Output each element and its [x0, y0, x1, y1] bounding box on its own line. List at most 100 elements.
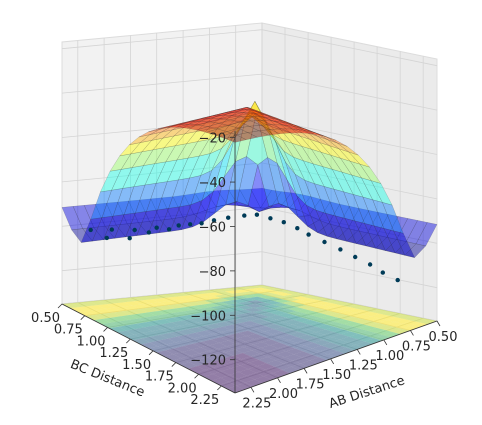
contour-cell	[348, 304, 366, 309]
contour-cell	[314, 305, 332, 310]
surface-facet	[237, 106, 259, 113]
contour-cell	[203, 299, 221, 304]
surface-facet	[273, 120, 295, 127]
contour-cell	[132, 338, 150, 345]
contour-cell	[272, 303, 290, 307]
contour-cell	[187, 327, 205, 333]
contour-cell	[299, 298, 317, 302]
contour-cell	[266, 294, 284, 298]
contour-cell	[200, 345, 218, 351]
contour-cell	[306, 303, 324, 308]
contour-cell	[208, 314, 226, 319]
surface-facet	[298, 129, 320, 143]
contour-cell	[195, 330, 213, 337]
trajectory-point	[254, 212, 260, 217]
trajectory-point	[154, 225, 159, 230]
contour-cell	[165, 348, 183, 355]
surface-facet	[226, 127, 249, 136]
surface-facet	[283, 150, 306, 181]
contour-cell	[199, 351, 217, 358]
contour-cell	[259, 289, 277, 293]
trajectory	[88, 212, 400, 283]
contour-cell	[216, 352, 234, 359]
surface-facet	[174, 131, 197, 146]
bc-tick	[217, 385, 222, 391]
surface-facet	[335, 215, 357, 244]
contour-cell	[328, 313, 346, 318]
contour-cell	[258, 292, 276, 296]
contour-cell	[350, 328, 368, 334]
surface-facet	[268, 203, 290, 208]
surface-facet	[158, 124, 179, 129]
contour-cell	[107, 298, 125, 304]
contour-cell	[239, 298, 257, 302]
surface-facet	[189, 153, 211, 179]
contour-cell	[167, 304, 185, 309]
surface-facet	[173, 124, 196, 137]
contour-cell	[217, 346, 235, 353]
surface-facet	[264, 120, 286, 162]
surface-facet	[182, 214, 204, 228]
contour-cell	[253, 306, 271, 311]
surface-facet	[337, 206, 360, 229]
contour-cell	[242, 288, 260, 292]
trajectory-point	[338, 247, 343, 252]
contour-cell	[256, 326, 274, 332]
contour-cell	[277, 313, 295, 318]
contour-cell	[330, 339, 348, 346]
contour-cell	[233, 318, 251, 323]
contour-cell	[248, 296, 266, 301]
surface-facet	[150, 197, 172, 221]
surface-facet	[322, 166, 344, 193]
surface-facet	[201, 115, 223, 119]
contour-cell	[376, 324, 394, 330]
contour-cell	[270, 342, 288, 349]
contour-cell	[152, 329, 170, 335]
contour-cell	[120, 315, 138, 320]
contour-cell	[322, 337, 340, 343]
surface-facet	[193, 210, 216, 222]
contour-cell	[186, 332, 204, 339]
contour-cell	[300, 360, 318, 367]
contour-cell	[97, 304, 115, 309]
contour-cell	[186, 298, 204, 302]
contour-cell	[210, 305, 228, 310]
surface-facet	[385, 239, 407, 254]
surface-facet	[359, 163, 382, 184]
contour-cell	[369, 318, 387, 323]
contour-cell	[159, 301, 177, 306]
surface-facet	[209, 118, 231, 124]
surface-facet	[295, 125, 317, 134]
contour-cell	[300, 294, 318, 299]
surface-facet	[181, 117, 203, 125]
contour-cell	[124, 334, 142, 341]
contour-cell	[140, 307, 158, 313]
contour-cell	[269, 310, 287, 316]
surface-facet	[234, 107, 256, 112]
contour-cell	[124, 301, 142, 306]
surface-facet	[314, 183, 336, 217]
surface-facet	[404, 243, 427, 258]
z-tick-label: −100	[190, 309, 226, 324]
trajectory-point	[166, 227, 172, 232]
surface-facet	[205, 128, 228, 136]
surface-facet	[332, 169, 354, 195]
surface-facet	[386, 216, 409, 240]
surface-facet	[172, 194, 195, 218]
contour-cell	[199, 316, 217, 321]
contour-cell	[232, 322, 249, 328]
contour-cell	[283, 324, 301, 330]
surface-facet	[72, 205, 95, 229]
surface-facet	[198, 121, 220, 127]
trajectory-point	[199, 221, 204, 226]
contour-cell	[205, 323, 223, 329]
contour-cell	[364, 338, 382, 344]
surface-facet	[308, 198, 331, 221]
surface-facet	[253, 112, 275, 140]
contour-cell	[338, 310, 356, 316]
contour-cell	[411, 317, 429, 323]
bc-tick-label: 0.75	[54, 323, 83, 338]
contour-cell	[252, 310, 270, 315]
bc-tick-label: 2.00	[168, 381, 197, 396]
contour-cell	[317, 324, 335, 330]
